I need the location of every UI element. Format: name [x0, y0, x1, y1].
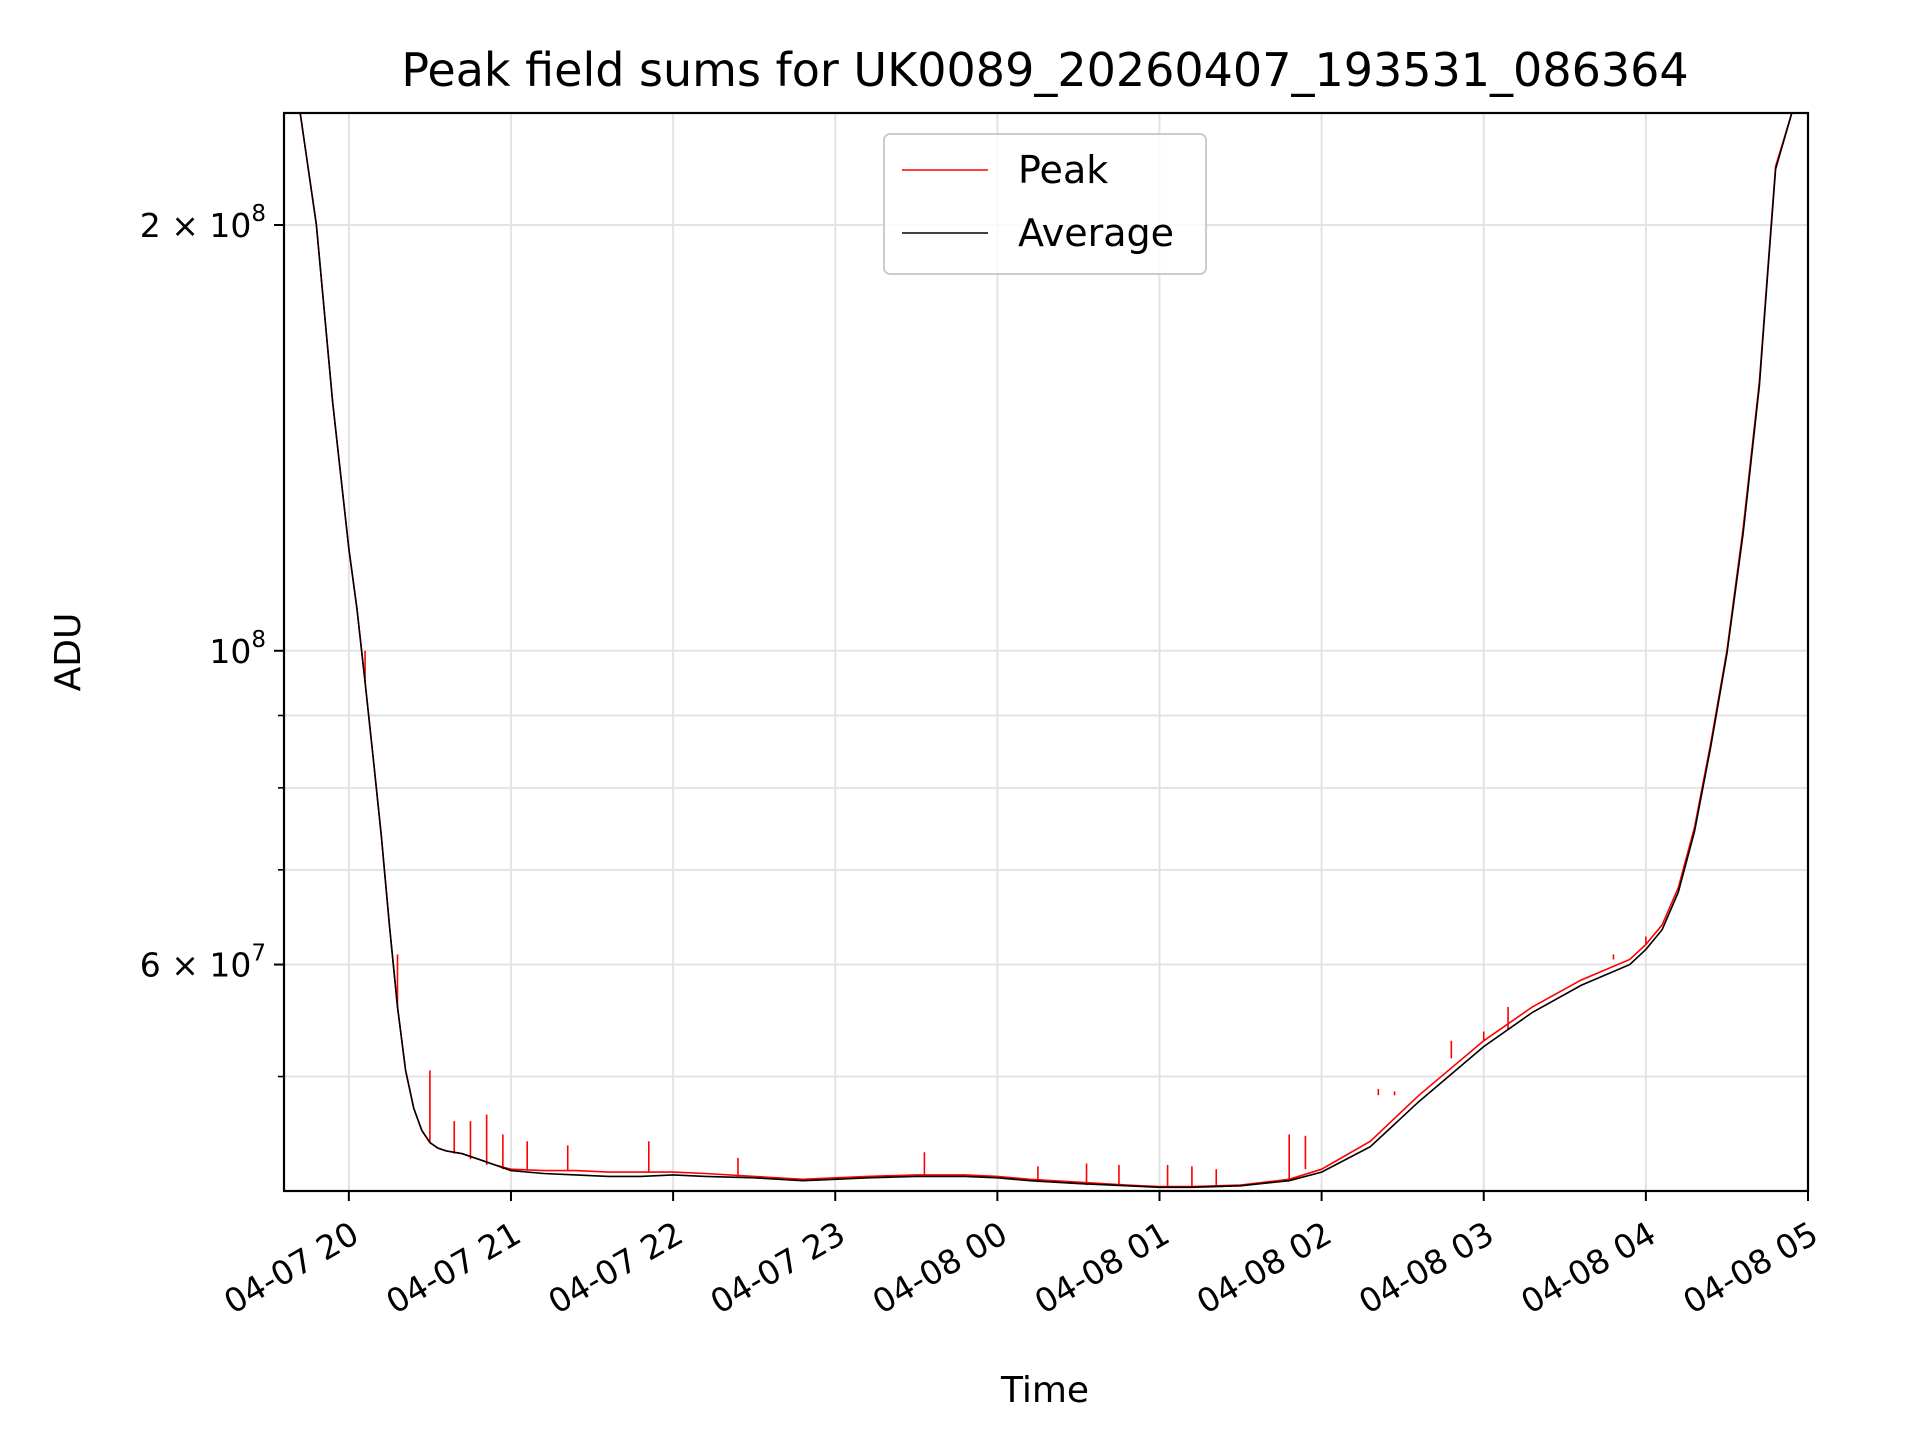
series-clip-group: [284, 113, 1808, 1189]
y-tick-label-base: 10: [209, 632, 251, 671]
y-tick-label: 6 × 107: [140, 941, 266, 985]
legend: Peak Average: [883, 133, 1207, 275]
y-tick-label: 108: [209, 627, 266, 671]
legend-box: [883, 133, 1207, 275]
series-line-average: [284, 113, 1808, 1189]
y-tick-label: 2 × 108: [140, 201, 266, 245]
legend-peak-label: Peak: [1018, 148, 1108, 192]
series-layer: [284, 113, 1808, 1189]
chart-title: Peak field sums for UK0089_20260407_1935…: [401, 43, 1688, 97]
x-axis-label: Time: [1000, 1370, 1089, 1411]
plot-frame: [282, 111, 1810, 1193]
y-tick-label-exponent: 8: [251, 627, 266, 653]
y-axis-label: ADU: [48, 613, 89, 692]
y-tick-label-exponent: 7: [251, 941, 266, 967]
y-tick-label-base: 2 × 10: [140, 206, 252, 245]
y-tick-label-base: 6 × 10: [140, 946, 252, 985]
y-tick-label-exponent: 8: [251, 201, 266, 227]
legend-average-label: Average: [1018, 211, 1174, 255]
